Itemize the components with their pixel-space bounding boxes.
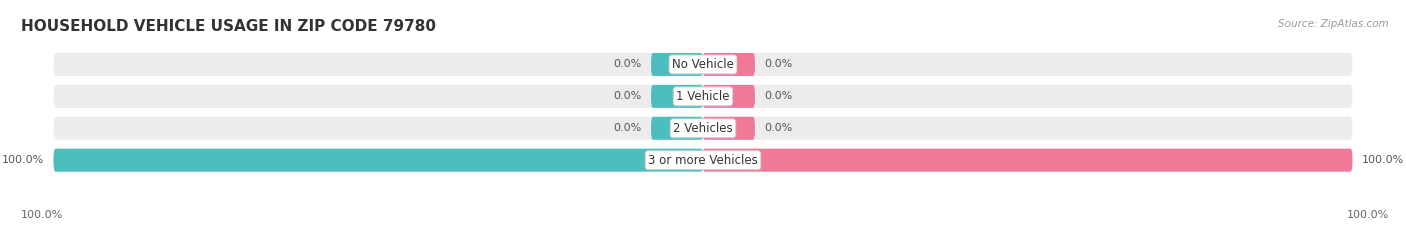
FancyBboxPatch shape (703, 53, 755, 76)
FancyBboxPatch shape (53, 117, 1353, 140)
FancyBboxPatch shape (651, 53, 703, 76)
FancyBboxPatch shape (53, 85, 1353, 108)
Text: 0.0%: 0.0% (765, 59, 793, 69)
FancyBboxPatch shape (53, 149, 703, 172)
Text: 100.0%: 100.0% (1, 155, 44, 165)
Legend: Owner-occupied, Renter-occupied: Owner-occupied, Renter-occupied (565, 230, 841, 234)
FancyBboxPatch shape (703, 149, 1353, 172)
FancyBboxPatch shape (651, 117, 703, 140)
Text: HOUSEHOLD VEHICLE USAGE IN ZIP CODE 79780: HOUSEHOLD VEHICLE USAGE IN ZIP CODE 7978… (21, 19, 436, 34)
Text: 0.0%: 0.0% (613, 59, 641, 69)
Text: Source: ZipAtlas.com: Source: ZipAtlas.com (1278, 19, 1389, 29)
FancyBboxPatch shape (53, 53, 1353, 76)
Text: 100.0%: 100.0% (1362, 155, 1405, 165)
Text: 1 Vehicle: 1 Vehicle (676, 90, 730, 103)
Text: 100.0%: 100.0% (21, 210, 63, 220)
Text: 100.0%: 100.0% (1347, 210, 1389, 220)
Text: 0.0%: 0.0% (613, 123, 641, 133)
FancyBboxPatch shape (53, 149, 1353, 172)
Text: No Vehicle: No Vehicle (672, 58, 734, 71)
Text: 2 Vehicles: 2 Vehicles (673, 122, 733, 135)
Text: 0.0%: 0.0% (765, 123, 793, 133)
FancyBboxPatch shape (703, 85, 755, 108)
Text: 0.0%: 0.0% (765, 91, 793, 101)
Text: 3 or more Vehicles: 3 or more Vehicles (648, 154, 758, 167)
Text: 0.0%: 0.0% (613, 91, 641, 101)
FancyBboxPatch shape (703, 117, 755, 140)
FancyBboxPatch shape (651, 85, 703, 108)
